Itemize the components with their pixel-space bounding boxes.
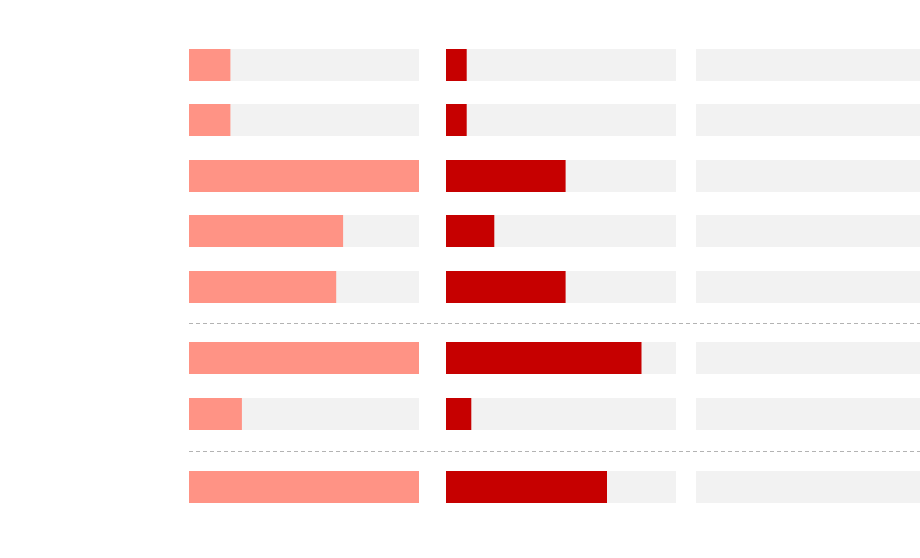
bar-track	[696, 160, 920, 192]
bar	[446, 471, 607, 503]
bar-track	[696, 49, 920, 81]
bar	[446, 398, 472, 430]
bar-track	[696, 342, 920, 374]
bar-track	[696, 104, 920, 136]
bar	[446, 104, 467, 136]
bar	[189, 271, 337, 303]
bar	[189, 342, 419, 374]
bar	[446, 215, 495, 247]
bar-track	[696, 398, 920, 430]
bar	[446, 160, 566, 192]
bar	[446, 342, 642, 374]
bar	[189, 398, 242, 430]
bar	[189, 471, 419, 503]
bar-track	[696, 215, 920, 247]
bar-track	[696, 271, 920, 303]
bar-track	[696, 471, 920, 503]
bar	[189, 215, 344, 247]
bar-track	[446, 398, 676, 430]
bar	[189, 104, 231, 136]
bar-track	[446, 49, 676, 81]
bar	[189, 49, 231, 81]
bar	[446, 49, 467, 81]
bar-track	[446, 104, 676, 136]
bar	[189, 160, 419, 192]
bar	[446, 271, 566, 303]
